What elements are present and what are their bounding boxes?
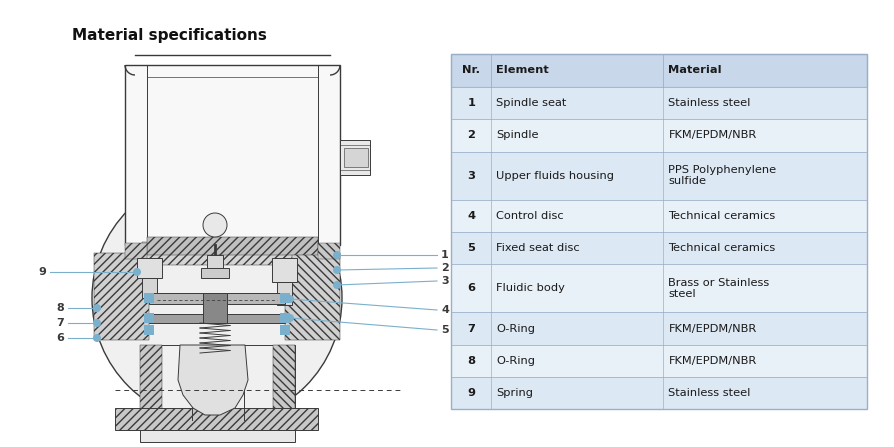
Bar (451, 312, 867, 345)
Text: Control disc: Control disc (496, 211, 563, 221)
Text: Material specifications: Material specifications (72, 28, 267, 43)
Bar (207, 255, 223, 270)
Text: Spring: Spring (496, 388, 533, 398)
Bar (451, 200, 867, 232)
Text: 6: 6 (56, 333, 64, 343)
Bar (451, 377, 867, 409)
Text: FKM/EPDM/NBR: FKM/EPDM/NBR (669, 356, 756, 366)
Text: FKM/EPDM/NBR: FKM/EPDM/NBR (669, 131, 756, 140)
Bar (115, 408, 318, 430)
Bar (451, 152, 867, 200)
Bar (280, 313, 290, 323)
Bar (137, 258, 162, 278)
Bar (140, 430, 295, 442)
Text: 1: 1 (468, 98, 475, 108)
Text: 9: 9 (468, 388, 476, 398)
Bar (280, 325, 290, 335)
Polygon shape (178, 345, 248, 415)
Text: sulfide: sulfide (669, 177, 706, 186)
Text: 7: 7 (56, 318, 64, 328)
Text: 7: 7 (468, 324, 475, 333)
Circle shape (286, 314, 294, 322)
Text: 6: 6 (468, 283, 476, 293)
Bar (277, 282, 292, 305)
Bar (344, 148, 368, 167)
Bar (340, 140, 370, 175)
Bar (280, 293, 290, 303)
Bar (149, 314, 285, 323)
Text: Element: Element (496, 65, 549, 76)
Bar (149, 293, 285, 304)
Bar (273, 345, 295, 420)
Text: 8: 8 (468, 356, 476, 366)
Text: Upper fluids housing: Upper fluids housing (496, 171, 614, 181)
Bar (451, 264, 867, 312)
Bar (140, 345, 295, 420)
Text: Spindle: Spindle (496, 131, 538, 140)
Text: 8: 8 (56, 303, 64, 313)
Bar (451, 232, 867, 264)
Text: O-Ring: O-Ring (496, 324, 535, 333)
Text: Brass or Stainless: Brass or Stainless (669, 278, 770, 287)
Bar (451, 54, 867, 409)
Bar (144, 313, 154, 323)
Circle shape (133, 268, 141, 276)
Circle shape (203, 213, 227, 237)
Bar (451, 119, 867, 152)
Text: 2: 2 (468, 131, 475, 140)
Bar (201, 268, 229, 278)
Text: Fixed seat disc: Fixed seat disc (496, 243, 579, 253)
Text: 5: 5 (468, 243, 475, 253)
Bar (147, 237, 318, 255)
Circle shape (333, 251, 341, 259)
Text: Material: Material (669, 65, 722, 76)
Bar (125, 65, 340, 245)
Bar (140, 345, 162, 420)
Text: Technical ceramics: Technical ceramics (669, 211, 776, 221)
Bar (142, 242, 292, 265)
Text: 4: 4 (441, 305, 449, 315)
Text: 2: 2 (441, 263, 449, 273)
Circle shape (333, 281, 341, 289)
Text: 3: 3 (441, 276, 449, 286)
Text: O-Ring: O-Ring (496, 356, 535, 366)
Text: 9: 9 (38, 267, 46, 277)
Bar (142, 278, 157, 298)
Bar (451, 87, 867, 119)
Circle shape (93, 334, 101, 342)
Text: 1: 1 (441, 250, 449, 260)
Text: Nr.: Nr. (462, 65, 480, 76)
Bar (451, 345, 867, 377)
Bar (451, 54, 867, 87)
Circle shape (286, 295, 294, 303)
Text: steel: steel (669, 289, 696, 299)
Text: PPS Polyphenylene: PPS Polyphenylene (669, 165, 777, 175)
Circle shape (333, 266, 341, 274)
Text: Fluidic body: Fluidic body (496, 283, 565, 293)
Bar (144, 293, 154, 303)
Bar (125, 243, 147, 259)
Bar (285, 253, 340, 340)
Text: Technical ceramics: Technical ceramics (669, 243, 776, 253)
Text: 3: 3 (468, 171, 476, 181)
Circle shape (92, 173, 342, 423)
Bar (272, 258, 297, 282)
Text: 5: 5 (441, 325, 449, 335)
Bar (203, 293, 227, 323)
Bar (318, 243, 340, 259)
Text: FKM/EPDM/NBR: FKM/EPDM/NBR (669, 324, 756, 333)
Bar (94, 253, 149, 340)
Circle shape (93, 319, 101, 327)
Text: Stainless steel: Stainless steel (669, 388, 751, 398)
Text: 4: 4 (468, 211, 476, 221)
Text: Stainless steel: Stainless steel (669, 98, 751, 108)
Circle shape (93, 304, 101, 312)
Bar (144, 325, 154, 335)
Text: Spindle seat: Spindle seat (496, 98, 566, 108)
